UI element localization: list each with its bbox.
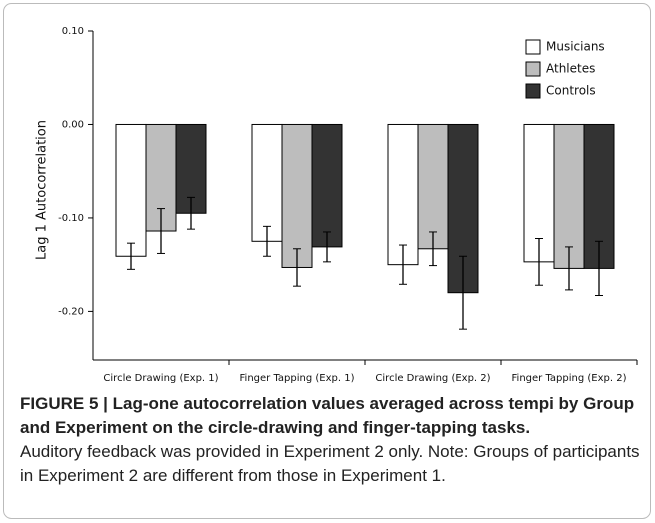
legend-label: Athletes <box>546 62 595 76</box>
x-tick-label: Circle Drawing (Exp. 2) <box>375 373 490 384</box>
bar <box>387 123 419 266</box>
legend-swatch <box>525 61 541 77</box>
y-tick-label: 0.00 <box>62 119 84 130</box>
legend-label: Musicians <box>546 40 605 54</box>
x-tick-label: Finger Tapping (Exp. 2) <box>512 373 627 384</box>
figure-border <box>3 3 651 519</box>
x-tick-label: Finger Tapping (Exp. 1) <box>240 373 355 384</box>
bar <box>553 123 585 269</box>
bar <box>417 123 449 250</box>
caption-text: Auditory feedback was provided in Experi… <box>20 442 640 485</box>
bar <box>115 123 147 257</box>
y-tick-label: 0.10 <box>62 26 84 37</box>
caption-title: FIGURE 5 | Lag-one autocorrelation value… <box>20 394 635 437</box>
y-tick-label: -0.10 <box>58 213 84 224</box>
bar <box>251 123 283 242</box>
y-axis-label: Lag 1 Autocorrelation <box>35 120 50 260</box>
bar <box>281 123 313 268</box>
legend-swatch <box>525 83 541 99</box>
bar <box>311 123 343 248</box>
x-tick-label: Circle Drawing (Exp. 1) <box>103 373 218 384</box>
legend-swatch <box>525 39 541 55</box>
y-tick-label: -0.20 <box>58 306 84 317</box>
legend-label: Controls <box>546 84 596 98</box>
